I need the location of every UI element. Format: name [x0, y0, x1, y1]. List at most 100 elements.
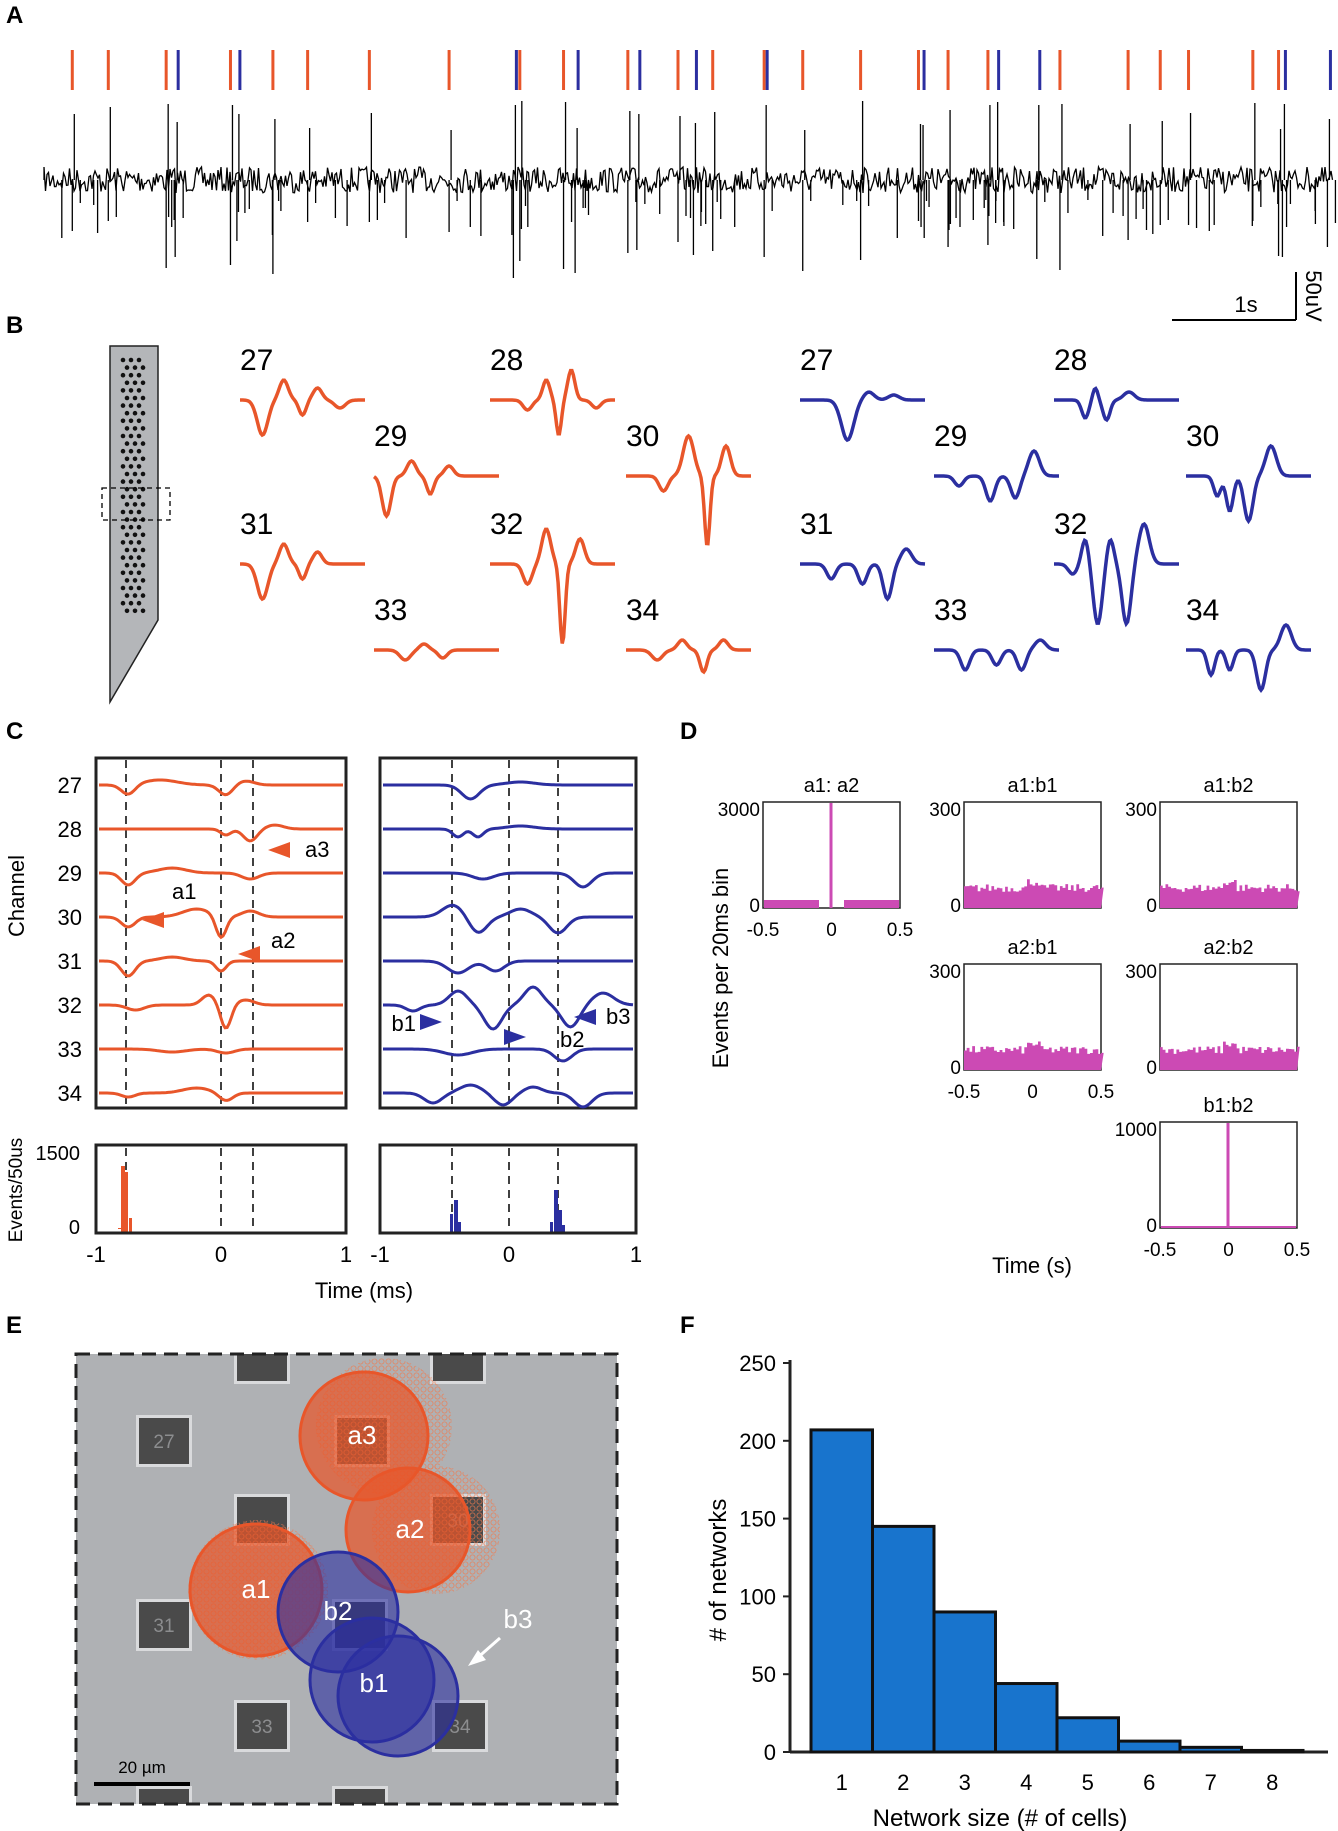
waveform-trace — [800, 547, 926, 602]
probe-site-dot — [124, 471, 130, 477]
channel-axis-label: Channel — [4, 855, 29, 937]
ccg-xtick: 0.5 — [1284, 1240, 1310, 1261]
probe-outline — [74, 1352, 619, 1806]
probe-site-dot — [128, 524, 134, 530]
probe-site-dot — [120, 555, 126, 560]
electrode-pad — [335, 1789, 385, 1804]
probe-site-dot — [132, 426, 138, 431]
panel-label-c: C — [6, 718, 24, 745]
probe-site-dot — [140, 456, 146, 462]
probe-site-dot — [132, 380, 138, 386]
panel-label-a: A — [6, 2, 24, 29]
ccg-bars — [1160, 1041, 1300, 1070]
probe-site-dot — [120, 418, 126, 424]
c-left-frame — [94, 756, 348, 1110]
arrowhead-b2 — [504, 1029, 526, 1045]
probe-site-dot — [124, 593, 130, 598]
probe-site-dot — [128, 555, 134, 560]
probe-site-dot — [136, 494, 142, 500]
c-left-xtick: -1 — [86, 1242, 106, 1267]
waveform-trace — [626, 433, 751, 546]
orange-channel-trace — [99, 1086, 343, 1102]
channel-label: 27 — [58, 773, 82, 798]
ccg-peak — [1226, 1123, 1230, 1228]
waveform-trace — [374, 642, 499, 662]
ccg-title: a1:b1 — [1007, 775, 1057, 797]
bar-size-3 — [932, 1610, 997, 1754]
electrode-pad — [237, 1703, 287, 1749]
probe-site-dot — [128, 570, 134, 576]
probe-site-dot — [128, 448, 134, 454]
probe-site-dot — [128, 388, 134, 393]
channel-label: 28 — [58, 817, 82, 842]
probe-site-dot — [120, 570, 126, 576]
annotation-b1: b1 — [392, 1011, 416, 1036]
ccg-title: a1: a2 — [804, 775, 860, 797]
waveform-channel-label: 32 — [490, 508, 523, 541]
probe-site-dot — [128, 372, 134, 378]
electrode-pad — [139, 1789, 189, 1804]
probe-site-dot — [140, 562, 146, 568]
ccg-bars — [844, 900, 899, 908]
waveform-trace — [934, 448, 1059, 503]
waveform-channel-label: 32 — [1054, 508, 1087, 541]
waveform-channel-label: 31 — [800, 508, 833, 541]
probe-site-dot — [132, 456, 138, 462]
panel-c: Channel 27 28 29 30 31 32 33 34 a1 a3 a2 b1 b2 b3 -1 -1… — [4, 756, 642, 1303]
probe-site-dot — [124, 578, 130, 583]
waveform-trace — [1186, 622, 1311, 693]
probe-site-dot — [120, 585, 126, 591]
probe-site-dot — [140, 365, 146, 370]
probe-site-dot — [140, 410, 146, 416]
ccg-ymin: 0 — [1146, 896, 1157, 917]
ccg-ymax: 300 — [929, 962, 961, 983]
channel-label: 29 — [58, 861, 82, 886]
probe-site-dot — [140, 380, 146, 386]
probe-site-dot — [140, 593, 146, 598]
ccg-ymin: 0 — [1146, 1216, 1157, 1237]
c-right-frame — [378, 756, 638, 1110]
pad-label: 31 — [153, 1616, 174, 1637]
channel-label: 33 — [58, 1037, 82, 1062]
probe-site-dot — [132, 578, 138, 583]
probe-site-dot — [136, 388, 142, 393]
blue-channel-trace — [383, 959, 633, 975]
probe-site-dot — [132, 562, 138, 568]
orange-channel-trace — [99, 907, 343, 940]
d-ylabel: Events per 20ms bin — [708, 868, 733, 1069]
probe-site-dot — [128, 464, 134, 469]
blue-hist-bar — [550, 1222, 553, 1232]
waveform-channel-label: 28 — [490, 344, 523, 377]
probe-site-dot — [120, 600, 126, 606]
orange-channel-trace — [99, 955, 343, 978]
ccg-xtick: 0 — [826, 920, 837, 941]
probe-site-dot — [128, 433, 134, 439]
waveform-trace — [240, 378, 365, 438]
ccg-bars — [1160, 880, 1300, 908]
f-ytick: 0 — [764, 1740, 776, 1765]
probe-site-dot — [124, 517, 130, 522]
probe-site-dot — [128, 585, 134, 591]
probe-site-dot — [128, 479, 134, 484]
panel-d: Events per 20ms bin Time (s) a1: a230000… — [708, 775, 1310, 1278]
scale-bar: 1s 50uV — [1172, 270, 1326, 322]
probe-site-dot — [140, 547, 146, 553]
panel-label-f: F — [680, 1312, 695, 1339]
waveform-channel-label: 30 — [1186, 420, 1219, 453]
probe-site-dot — [136, 509, 142, 515]
f-ytick: 200 — [739, 1429, 776, 1454]
probe-site-dot — [140, 578, 146, 583]
arrowhead-b1 — [420, 1014, 442, 1030]
probe-site-dot — [136, 372, 142, 378]
c-left-hist-frame — [94, 1143, 348, 1235]
waveform-trace — [1186, 443, 1311, 525]
f-xtick: 6 — [1143, 1770, 1155, 1795]
probe-site-dot — [136, 524, 142, 530]
probe-site-dot — [124, 547, 130, 553]
probe-site-dot — [136, 600, 142, 606]
probe-site-dot — [136, 448, 142, 454]
probe-site-dot — [128, 540, 134, 545]
channel-label: 32 — [58, 993, 82, 1018]
waveform-trace — [800, 390, 925, 443]
pad-label: 33 — [251, 1717, 272, 1738]
